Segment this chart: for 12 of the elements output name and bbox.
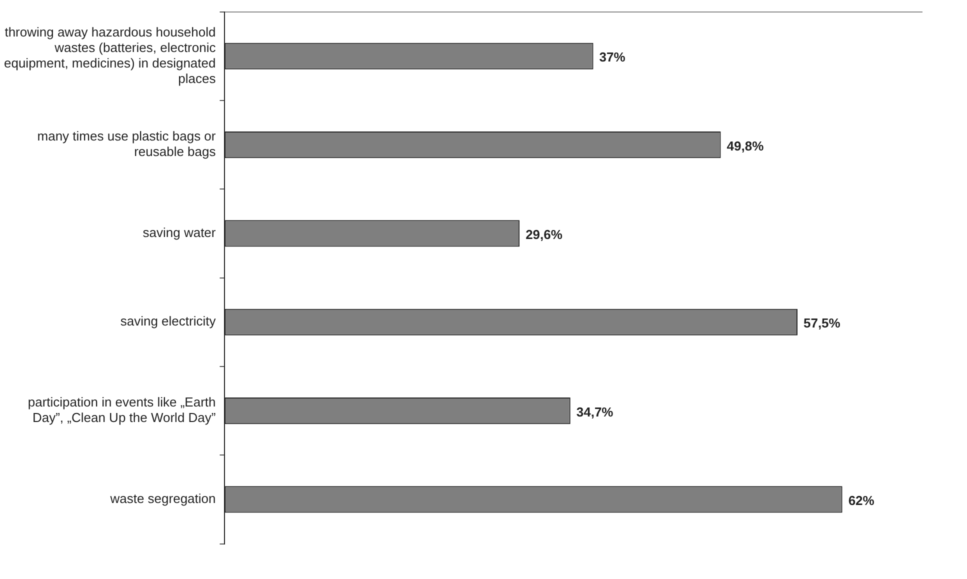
y-tick-label: participation in events like „Earth Day”, „Clean Up the World Day” (28, 394, 216, 426)
y-tick-label: many times use plastic bags or reusable bags (37, 128, 216, 160)
data-label: 34,7% (576, 404, 614, 420)
data-label: 62% (848, 493, 875, 508)
data-label: 57,5% (803, 316, 841, 331)
data-label: 37% (599, 50, 626, 65)
y-tick-label: saving electricity (120, 314, 216, 329)
y-tick-label: waste segregation (109, 491, 216, 506)
data-label: 29,6% (526, 227, 563, 242)
y-tick-label: saving water (142, 225, 216, 240)
data-label: 49,8% (726, 138, 764, 154)
y-tick-label: throwing away hazardous household wastes (batteries, electronic equipment, medicines) in designated places (4, 24, 216, 86)
